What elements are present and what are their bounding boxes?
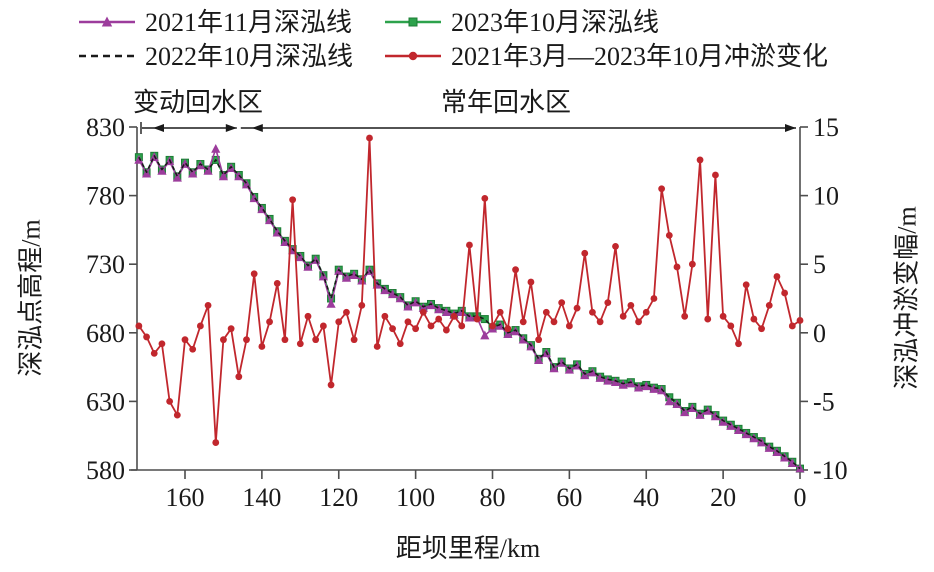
axis-ticks: [129, 126, 808, 479]
zone-label-perennial-backwater: 常年回水区: [440, 88, 572, 117]
x-axis-title: 距坝里程/km: [395, 534, 541, 563]
x-tick-label: 100: [396, 483, 435, 512]
axes: [131, 127, 801, 471]
x-tick-label: 80: [480, 483, 506, 512]
y-left-tick-label: 730: [86, 250, 125, 279]
legend-item-3: 2021年3月—2023年10月冲淤变化: [384, 39, 828, 73]
y-axis-title-left: 深泓点高程/m: [16, 219, 46, 377]
zone-span-arrows: [140, 122, 796, 134]
chart-legend: 2021年11月深泓线 2023年10月深泓线 2022年10月深泓线 2021年3月…: [78, 5, 828, 73]
legend-marker-circle: [385, 51, 441, 61]
legend-label: 2021年3月—2023年10月冲淤变化: [451, 41, 829, 71]
x-tick-label: 120: [319, 483, 358, 512]
y-axis-title-right: 深泓冲淤变幅/m: [892, 206, 922, 390]
y-right-tick-label: -5: [813, 387, 835, 416]
y-left-tick-label: 780: [86, 182, 125, 211]
y-right-tick-label: 15: [813, 113, 839, 142]
legend-label: 2021年11月深泓线: [145, 7, 353, 37]
x-tick-label: 0: [794, 483, 807, 512]
y-right-tick-label: 0: [813, 319, 826, 348]
y-left-tick-label: 830: [86, 113, 125, 142]
legend-marker-none: [79, 54, 135, 58]
series-2021年11月深泓线: [134, 143, 805, 473]
y-right-tick-label: -10: [813, 456, 848, 485]
y-right-tick-label: 10: [813, 182, 839, 211]
zone-label-fluctuating-backwater: 变动回水区: [133, 88, 264, 117]
y-left-tick-label: 580: [86, 456, 125, 485]
legend-label: 2022年10月深泓线: [145, 41, 354, 71]
legend-marker-triangle: [79, 16, 135, 27]
axis-tick-labels: 830 780 730 680 630 580 15 10 5 0 -5 -10 160 140 120 10…: [86, 113, 848, 512]
series-2023年10月深泓线: [134, 151, 804, 473]
x-tick-label: 60: [556, 483, 582, 512]
y-left-tick-label: 680: [86, 319, 125, 348]
legend-item-0: 2021年11月深泓线: [78, 5, 384, 39]
series-2021年3月—2023年10月冲淤变化: [135, 134, 804, 446]
x-tick-label: 140: [242, 483, 281, 512]
legend-item-2: 2022年10月深泓线: [78, 39, 384, 73]
x-tick-label: 40: [633, 483, 659, 512]
y-left-tick-label: 630: [86, 387, 125, 416]
x-tick-label: 160: [166, 483, 205, 512]
series-2022年10月深泓线: [138, 155, 801, 470]
legend-label: 2023年10月深泓线: [451, 7, 660, 37]
x-tick-label: 20: [710, 483, 736, 512]
legend-marker-square: [385, 17, 441, 27]
y-right-tick-label: 5: [813, 250, 826, 279]
legend-item-1: 2023年10月深泓线: [384, 5, 828, 39]
